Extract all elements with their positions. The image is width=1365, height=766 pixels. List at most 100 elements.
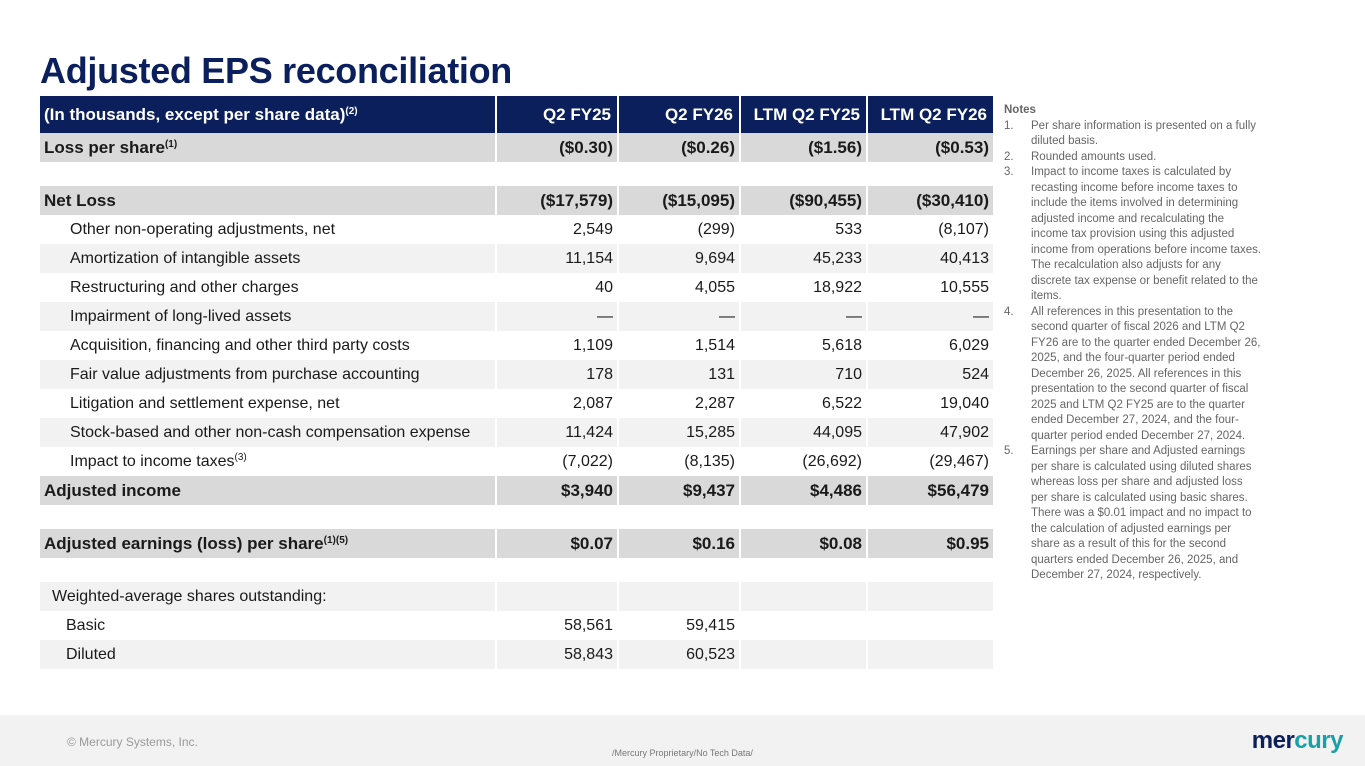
row-label: Weighted-average shares outstanding: (40, 582, 495, 611)
row-label: Adjusted income (40, 476, 495, 505)
row-value: — (741, 302, 866, 331)
row-value: ($1.56) (741, 133, 866, 162)
row-value: 45,233 (741, 244, 866, 273)
net-loss-row: Net Loss ($17,579) ($15,095) ($90,455) ($30,… (40, 186, 993, 215)
row-value: — (497, 302, 617, 331)
spacer-cell (741, 558, 866, 582)
notes-list: 1. Per share information is presented on … (1004, 119, 1262, 584)
row-value: 4,055 (694, 278, 735, 296)
spacer-cell (40, 558, 495, 582)
row-value: — (619, 302, 739, 331)
spacer-cell (868, 505, 993, 529)
row-value: 10,555 (940, 278, 989, 296)
row-label: Stock-based and other non-cash compensat… (40, 418, 495, 447)
adjustment-row: Impact to income taxes(3) (7,022) (8,135) (… (40, 447, 993, 476)
note-item: 1. Per share information is presented on … (1004, 119, 1262, 150)
row-value: 1,514 (694, 336, 735, 354)
row-value (868, 611, 993, 640)
row-value: 1,109 (572, 336, 613, 354)
row-label-text: Litigation and settlement expense, net (70, 394, 340, 412)
adjusted-eps-row: Adjusted earnings (loss) per share(1)(5)… (40, 529, 993, 558)
row-value: $0.07 (497, 529, 617, 558)
row-value (741, 611, 866, 640)
row-value: 2,087 (572, 394, 613, 412)
row-value: ($0.53) (868, 133, 993, 162)
adjustment-row: Litigation and settlement expense, net 2,… (40, 389, 993, 418)
row-value: 58,843 (497, 640, 617, 669)
row-value: $9,437 (619, 476, 739, 505)
row-value: 59,415 (686, 616, 735, 634)
spacer-cell (40, 505, 495, 529)
header-label-text: (In thousands, except per share data) (44, 104, 346, 124)
row-label: Restructuring and other charges (40, 273, 495, 302)
row-value: 60,523 (619, 640, 739, 669)
row-value: (7,022) (562, 452, 613, 470)
note-number: 2. (1004, 150, 1014, 163)
note-item: 3. Impact to income taxes is calculated b… (1004, 165, 1262, 305)
row-value: (8,107) (938, 220, 989, 238)
row-value: 178 (497, 360, 617, 389)
adjustment-row: Acquisition, financing and other third p… (40, 331, 993, 360)
note-number: 3. (1004, 166, 1014, 178)
row-label: Impact to income taxes(3) (40, 447, 495, 476)
spacer-cell (619, 505, 739, 529)
row-label: Impairment of long-lived assets (40, 302, 495, 331)
note-text: Earnings per share and Adjusted earnings… (1031, 445, 1252, 581)
row-value: 9,694 (619, 244, 739, 273)
row-label-text: Adjusted earnings (loss) per share (44, 533, 324, 553)
adjustment-row: Amortization of intangible assets 11,154 9… (40, 244, 993, 273)
row-value (741, 640, 866, 669)
row-value: (299) (697, 220, 735, 238)
row-label-text: Loss per share (44, 137, 165, 157)
adjusted-income-row: Adjusted income $3,940 $9,437 $4,486 $56,479 (40, 476, 993, 505)
spacer-row (40, 558, 993, 582)
row-label-text: Impact to income taxes (70, 453, 235, 470)
spacer-cell (741, 505, 866, 529)
row-label-text: Amortization of intangible assets (70, 249, 301, 267)
row-label: Litigation and settlement expense, net (40, 389, 495, 418)
spacer-cell (497, 558, 617, 582)
row-label-text: Restructuring and other charges (70, 278, 299, 296)
row-value: $4,486 (741, 476, 866, 505)
diluted-shares-row: Diluted 58,843 60,523 (40, 640, 993, 669)
eps-reconciliation-table: (In thousands, except per share data)(2)… (38, 96, 995, 669)
row-value (741, 582, 866, 611)
row-value: 131 (619, 360, 739, 389)
row-label-text: Net Loss (44, 190, 116, 210)
row-label-text: Impairment of long-lived assets (70, 307, 292, 325)
header-label: (In thousands, except per share data)(2) (40, 96, 495, 133)
spacer-cell (497, 162, 617, 186)
row-value (497, 582, 617, 611)
note-text: Rounded amounts used. (1031, 150, 1157, 163)
row-value (868, 640, 993, 669)
adjustment-row: Other non-operating adjustments, net 2,54… (40, 215, 993, 244)
note-number: 4. (1004, 305, 1014, 318)
row-label: Amortization of intangible assets (40, 244, 495, 273)
basic-shares-row: Basic 58,561 59,415 (40, 611, 993, 640)
note-item: 2. Rounded amounts used. (1004, 150, 1262, 166)
page-title: Adjusted EPS reconciliation (40, 50, 512, 91)
row-label-text: Diluted (66, 645, 116, 663)
row-value: 524 (868, 360, 993, 389)
note-text: Impact to income taxes is calculated by … (1031, 166, 1262, 302)
row-value: 44,095 (741, 418, 866, 447)
row-value: ($30,410) (868, 186, 993, 215)
notes-heading: Notes (1004, 104, 1036, 116)
note-item: 5. Earnings per share and Adjusted earnin… (1004, 444, 1262, 584)
row-label: Diluted (40, 640, 495, 669)
row-value: 19,040 (940, 394, 989, 412)
row-label: Other non-operating adjustments, net (40, 215, 495, 244)
row-value: 18,922 (813, 278, 862, 296)
row-value: ($90,455) (741, 186, 866, 215)
column-header: Q2 FY26 (619, 96, 739, 133)
spacer-row (40, 505, 993, 529)
row-label-sup: (3) (234, 452, 247, 463)
row-label: Adjusted earnings (loss) per share(1)(5) (40, 529, 495, 558)
row-value: ($0.26) (619, 133, 739, 162)
header-label-sup: (2) (345, 105, 358, 117)
row-value: $0.08 (741, 529, 866, 558)
row-label-text: Stock-based and other non-cash compensat… (70, 423, 471, 441)
row-value: 2,287 (694, 394, 735, 412)
row-value (868, 582, 993, 611)
spacer-cell (619, 558, 739, 582)
